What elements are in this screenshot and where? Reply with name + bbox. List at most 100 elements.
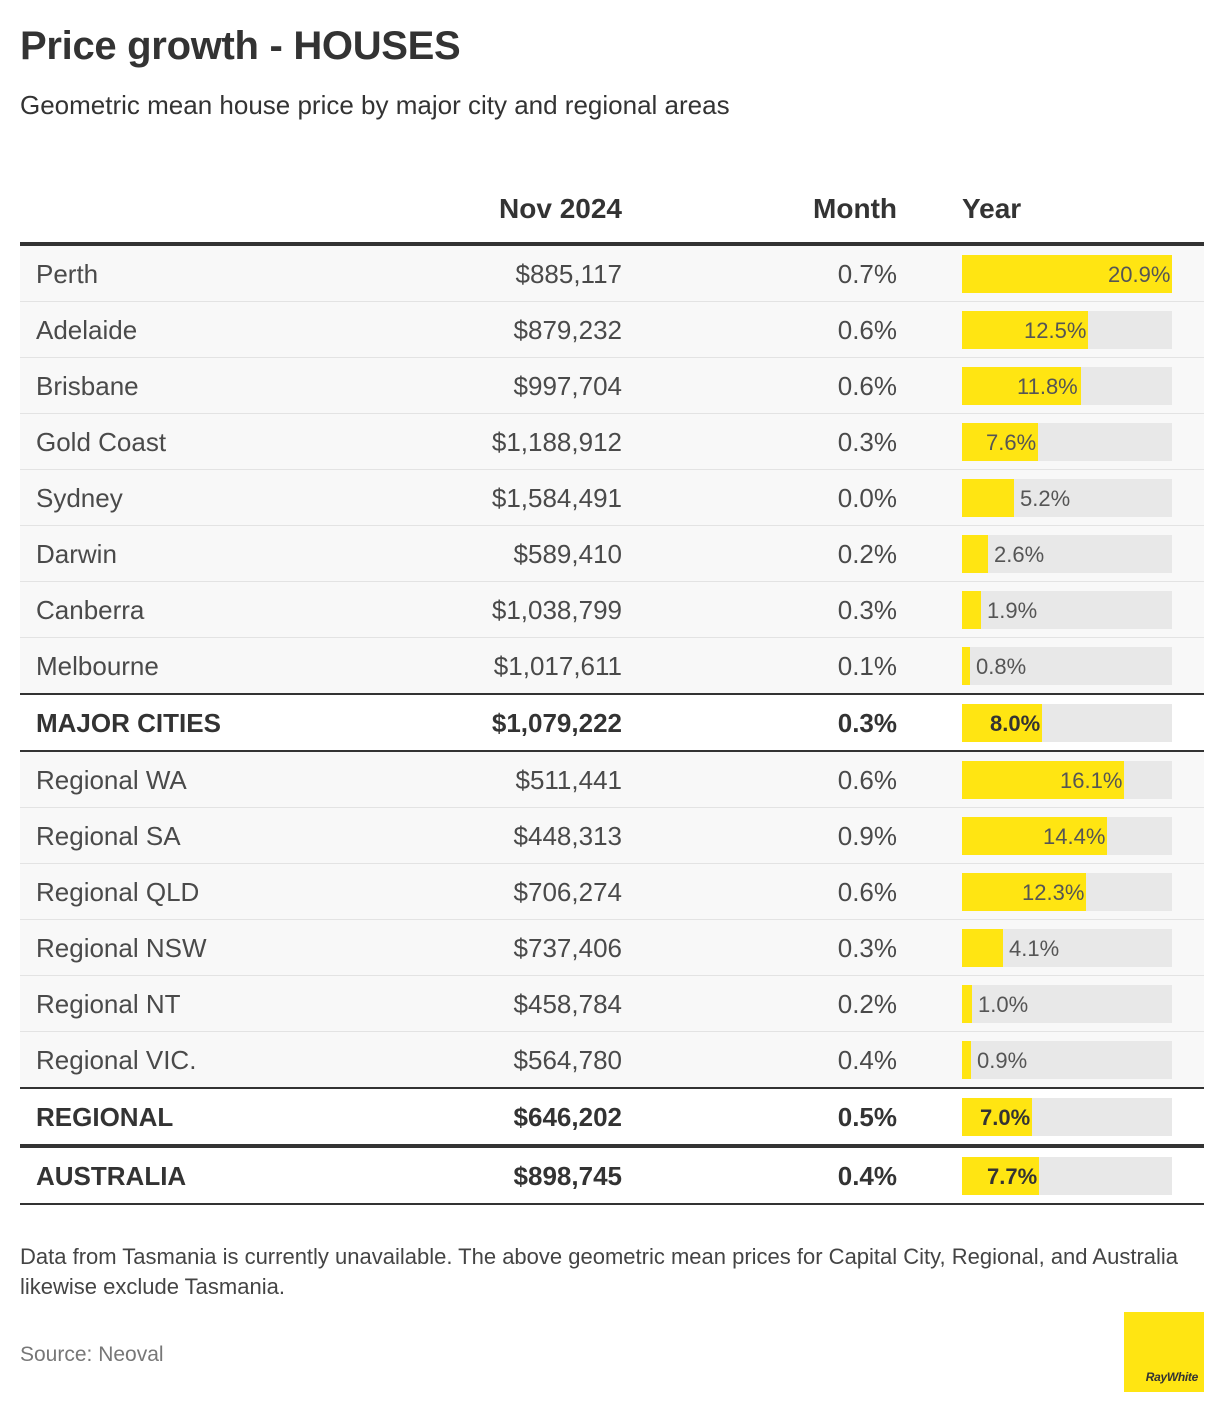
year-bar-track: 12.5% [962,311,1172,349]
row-month-change: 0.6% [837,877,897,907]
row-name: MAJOR CITIES [36,708,221,738]
row-name: Darwin [36,539,117,569]
table-row: MAJOR CITIES $1,079,222 0.3% 8.0% [20,695,1204,752]
table-row: Perth $885,117 0.7% 20.9% [20,246,1204,302]
row-name: Regional SA [36,821,181,851]
year-bar-label: 2.6% [994,542,1045,567]
row-month-change: 0.6% [837,765,897,795]
row-price: $1,017,611 [493,651,622,681]
row-price: $511,441 [515,765,622,795]
row-name: AUSTRALIA [36,1161,187,1191]
row-price: $448,313 [513,821,622,851]
row-month-change: 0.4% [837,1045,897,1075]
row-price: $997,704 [513,371,622,401]
table-body: Perth $885,117 0.7% 20.9% Adelaide $879,232 0.… [20,246,1204,1205]
table-row: Melbourne $1,017,611 0.1% 0.8% [20,638,1204,695]
row-price: $898,745 [513,1161,622,1191]
column-header-year: Year [962,193,1022,224]
year-bar [962,647,970,685]
year-bar-label: 7.0% [980,1105,1031,1130]
year-bar [962,423,1038,461]
year-bar-track: 5.2% [962,479,1172,517]
table-row: Regional WA $511,441 0.6% 16.1% [20,752,1204,808]
table-header: Nov 2024 Month Year [20,180,1204,246]
row-month-change: 0.3% [837,595,897,625]
row-price: $1,079,222 [491,708,622,738]
row-month-change: 0.6% [837,371,897,401]
year-bar-label: 7.6% [986,430,1037,455]
year-bar [962,1098,1032,1136]
table-row: Regional NSW $737,406 0.3% 4.1% [20,920,1204,976]
year-bar [962,591,981,629]
year-bar-label: 16.1% [1060,768,1123,793]
table-row: Sydney $1,584,491 0.0% 5.2% [20,470,1204,526]
row-month-change: 0.6% [837,315,897,345]
row-name: Sydney [36,483,123,513]
year-bar [962,985,972,1023]
row-price: $458,784 [513,989,622,1019]
table-row: Regional VIC. $564,780 0.4% 0.9% [20,1032,1204,1089]
row-month-change: 0.0% [837,483,897,513]
row-price: $879,232 [513,315,622,345]
row-name: REGIONAL [36,1102,174,1132]
row-month-change: 0.7% [837,259,897,289]
row-name: Regional NT [36,989,181,1019]
year-bar-label: 5.2% [1020,486,1071,511]
table-row: Brisbane $997,704 0.6% 11.8% [20,358,1204,414]
row-name: Gold Coast [36,427,167,457]
row-month-change: 0.5% [837,1102,897,1132]
table-row: Regional NT $458,784 0.2% 1.0% [20,976,1204,1032]
year-bar-label: 0.9% [977,1048,1028,1073]
year-bar-track: 2.6% [962,535,1172,573]
page-title: Price growth - HOUSES [20,24,461,68]
year-bar [962,817,1107,855]
row-price: $737,406 [513,933,622,963]
year-bar-label: 4.1% [1009,936,1060,961]
year-bar-track: 11.8% [962,367,1172,405]
row-name: Regional NSW [36,933,207,963]
row-name: Adelaide [36,315,138,345]
row-price: $885,117 [515,259,622,289]
year-bar-label: 11.8% [1017,374,1078,399]
year-bar-track: 7.0% [962,1098,1172,1136]
row-month-change: 0.1% [837,651,897,681]
year-bar [962,311,1088,349]
year-bar-track: 1.0% [962,985,1172,1023]
year-bar-track: 8.0% [962,704,1172,742]
row-month-change: 0.3% [837,427,897,457]
year-bar-track: 7.7% [962,1157,1172,1195]
source-note: Source: Neoval [20,1343,164,1366]
row-price: $646,202 [513,1102,622,1132]
table-row: Regional SA $448,313 0.9% 14.4% [20,808,1204,864]
footnote: Data from Tasmania is currently unavaila… [20,1244,1179,1299]
row-name: Regional QLD [36,877,200,907]
row-name: Perth [36,259,99,289]
year-bar-label: 1.9% [987,598,1038,623]
row-name: Canberra [36,595,145,625]
year-bar-label: 12.3% [1022,880,1085,905]
table-row: Gold Coast $1,188,912 0.3% 7.6% [20,414,1204,470]
year-bar-track: 20.9% [962,255,1172,293]
year-bar-label: 7.7% [987,1164,1038,1189]
table-row: Darwin $589,410 0.2% 2.6% [20,526,1204,582]
year-bar-track: 4.1% [962,929,1172,967]
row-month-change: 0.4% [837,1161,897,1191]
year-bar-label: 0.8% [976,654,1027,679]
row-month-change: 0.2% [837,989,897,1019]
year-bar-label: 1.0% [978,992,1029,1017]
row-price: $589,410 [513,539,622,569]
table-row: Regional QLD $706,274 0.6% 12.3% [20,864,1204,920]
year-bar-track: 1.9% [962,591,1172,629]
row-month-change: 0.3% [837,708,897,738]
row-name: Brisbane [36,371,139,401]
row-name: Regional VIC. [36,1045,197,1075]
row-month-change: 0.9% [837,821,897,851]
column-header-price: Nov 2024 [499,193,622,224]
year-bar-track: 0.9% [962,1041,1172,1079]
year-bar-label: 12.5% [1024,318,1087,343]
table-row: Adelaide $879,232 0.6% 12.5% [20,302,1204,358]
year-bar-label: 8.0% [990,711,1041,736]
year-bar [962,1157,1039,1195]
row-price: $1,188,912 [491,427,622,457]
year-bar-track: 7.6% [962,423,1172,461]
